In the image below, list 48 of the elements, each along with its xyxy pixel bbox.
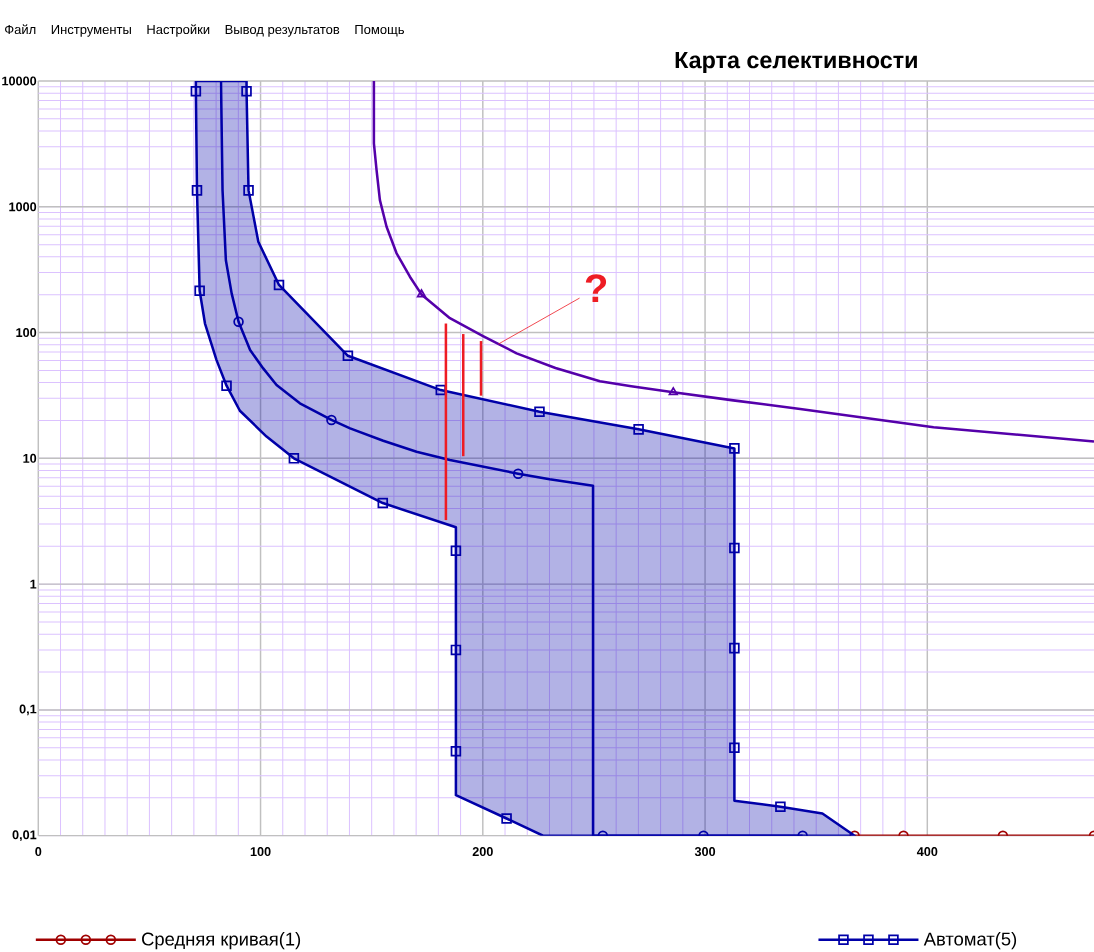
y-tick-label: 10000 bbox=[2, 76, 37, 86]
point bbox=[512, 468, 524, 479]
x-tick-label: 300 bbox=[694, 847, 716, 857]
point bbox=[342, 350, 354, 362]
y-tick-label: 0,01 bbox=[12, 830, 37, 842]
point bbox=[668, 387, 678, 396]
legend-label: Автомат(5) bbox=[923, 932, 1017, 950]
chart-title: Карта селективности bbox=[675, 52, 917, 73]
legend-label: Средняя кривая(1) bbox=[142, 932, 301, 950]
point bbox=[241, 85, 252, 97]
point bbox=[243, 185, 254, 196]
point bbox=[729, 542, 740, 554]
point bbox=[775, 801, 786, 812]
point bbox=[729, 642, 740, 654]
point bbox=[221, 380, 232, 391]
point bbox=[450, 644, 462, 656]
text: Инструменты bbox=[51, 25, 131, 37]
point bbox=[416, 289, 427, 298]
point bbox=[377, 497, 389, 509]
point bbox=[729, 443, 740, 454]
text: Помощь bbox=[355, 25, 405, 37]
point bbox=[273, 279, 285, 291]
x-tick-label: 0 bbox=[35, 847, 42, 857]
point bbox=[534, 406, 545, 417]
y-tick-label: 0,1 bbox=[19, 704, 37, 716]
y-tick-label: 1 bbox=[30, 579, 37, 589]
point bbox=[633, 424, 644, 435]
x-tick-label: 400 bbox=[916, 847, 938, 857]
text: Файл bbox=[5, 24, 36, 35]
point bbox=[288, 453, 300, 464]
y-tick-label: 1000 bbox=[9, 202, 37, 212]
text: Вывод результатов bbox=[225, 25, 340, 37]
point bbox=[729, 742, 740, 754]
point bbox=[450, 545, 462, 557]
point bbox=[326, 414, 337, 426]
point bbox=[191, 185, 203, 196]
y-tick-label: 10 bbox=[23, 453, 37, 463]
y-tick-label: 100 bbox=[16, 328, 37, 338]
text: Настройки bbox=[147, 24, 210, 37]
point bbox=[501, 813, 512, 824]
annotation: ? bbox=[585, 274, 607, 303]
point bbox=[194, 285, 205, 297]
point bbox=[450, 745, 462, 757]
point bbox=[233, 316, 244, 327]
x-tick-label: 200 bbox=[472, 847, 493, 857]
point bbox=[190, 85, 202, 97]
line-series bbox=[372, 80, 1094, 443]
x-tick-label: 100 bbox=[250, 847, 271, 857]
